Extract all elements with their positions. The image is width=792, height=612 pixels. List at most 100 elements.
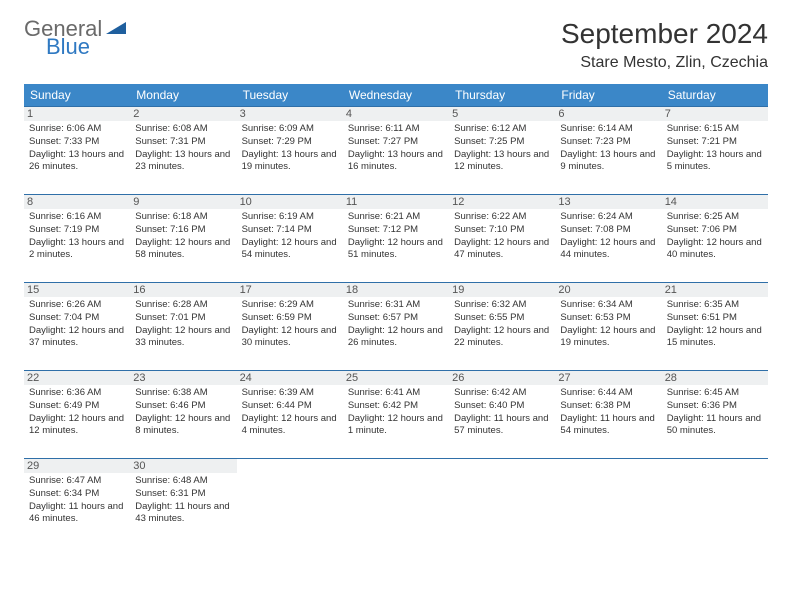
day-header: Wednesday bbox=[343, 84, 449, 107]
day-header: Thursday bbox=[449, 84, 555, 107]
day-number: 13 bbox=[555, 195, 661, 209]
calendar-cell: 18 Sunrise: 6:31 AMSunset: 6:57 PMDayligh… bbox=[343, 283, 449, 371]
day-details: Sunrise: 6:39 AMSunset: 6:44 PMDaylight:… bbox=[242, 387, 338, 438]
calendar-cell: 21 Sunrise: 6:35 AMSunset: 6:51 PMDayligh… bbox=[662, 283, 768, 371]
calendar-cell: 17 Sunrise: 6:29 AMSunset: 6:59 PMDayligh… bbox=[237, 283, 343, 371]
day-number: 10 bbox=[237, 195, 343, 209]
calendar-cell: 30 Sunrise: 6:48 AMSunset: 6:31 PMDayligh… bbox=[130, 459, 236, 547]
calendar-cell: 25 Sunrise: 6:41 AMSunset: 6:42 PMDayligh… bbox=[343, 371, 449, 459]
day-number: 11 bbox=[343, 195, 449, 209]
day-number: 19 bbox=[449, 283, 555, 297]
day-details: Sunrise: 6:28 AMSunset: 7:01 PMDaylight:… bbox=[135, 299, 231, 350]
day-details: Sunrise: 6:31 AMSunset: 6:57 PMDaylight:… bbox=[348, 299, 444, 350]
header: General Blue September 2024 Stare Mesto,… bbox=[24, 18, 768, 72]
calendar-cell: 29 Sunrise: 6:47 AMSunset: 6:34 PMDayligh… bbox=[24, 459, 130, 547]
calendar-cell: 7 Sunrise: 6:15 AMSunset: 7:21 PMDaylight… bbox=[662, 107, 768, 195]
calendar-cell bbox=[662, 459, 768, 547]
location: Stare Mesto, Zlin, Czechia bbox=[561, 54, 768, 72]
day-details: Sunrise: 6:18 AMSunset: 7:16 PMDaylight:… bbox=[135, 211, 231, 262]
day-number: 15 bbox=[24, 283, 130, 297]
calendar-cell: 28 Sunrise: 6:45 AMSunset: 6:36 PMDayligh… bbox=[662, 371, 768, 459]
day-details: Sunrise: 6:44 AMSunset: 6:38 PMDaylight:… bbox=[560, 387, 656, 438]
calendar-cell bbox=[449, 459, 555, 547]
day-details: Sunrise: 6:42 AMSunset: 6:40 PMDaylight:… bbox=[454, 387, 550, 438]
day-header: Saturday bbox=[662, 84, 768, 107]
day-number: 25 bbox=[343, 371, 449, 385]
day-number: 12 bbox=[449, 195, 555, 209]
day-details: Sunrise: 6:41 AMSunset: 6:42 PMDaylight:… bbox=[348, 387, 444, 438]
day-details: Sunrise: 6:47 AMSunset: 6:34 PMDaylight:… bbox=[29, 475, 125, 526]
day-details: Sunrise: 6:15 AMSunset: 7:21 PMDaylight:… bbox=[667, 123, 763, 174]
calendar-cell: 10Sunrise: 6:19 AMSunset: 7:14 PMDayligh… bbox=[237, 195, 343, 283]
page-title: September 2024 bbox=[561, 18, 768, 50]
day-details: Sunrise: 6:26 AMSunset: 7:04 PMDaylight:… bbox=[29, 299, 125, 350]
day-details: Sunrise: 6:22 AMSunset: 7:10 PMDaylight:… bbox=[454, 211, 550, 262]
calendar-cell: 3 Sunrise: 6:09 AMSunset: 7:29 PMDaylight… bbox=[237, 107, 343, 195]
day-number: 27 bbox=[555, 371, 661, 385]
day-details: Sunrise: 6:12 AMSunset: 7:25 PMDaylight:… bbox=[454, 123, 550, 174]
day-number: 26 bbox=[449, 371, 555, 385]
day-details: Sunrise: 6:29 AMSunset: 6:59 PMDaylight:… bbox=[242, 299, 338, 350]
day-details: Sunrise: 6:45 AMSunset: 6:36 PMDaylight:… bbox=[667, 387, 763, 438]
day-number: 28 bbox=[662, 371, 768, 385]
calendar-cell: 27 Sunrise: 6:44 AMSunset: 6:38 PMDayligh… bbox=[555, 371, 661, 459]
day-number: 21 bbox=[662, 283, 768, 297]
calendar-cell bbox=[343, 459, 449, 547]
calendar-cell: 4Sunrise: 6:11 AMSunset: 7:27 PMDaylight… bbox=[343, 107, 449, 195]
day-details: Sunrise: 6:24 AMSunset: 7:08 PMDaylight:… bbox=[560, 211, 656, 262]
day-number: 20 bbox=[555, 283, 661, 297]
day-details: Sunrise: 6:06 AMSunset: 7:33 PMDaylight:… bbox=[29, 123, 125, 174]
day-details: Sunrise: 6:32 AMSunset: 6:55 PMDaylight:… bbox=[454, 299, 550, 350]
day-number: 17 bbox=[237, 283, 343, 297]
calendar-cell: 16 Sunrise: 6:28 AMSunset: 7:01 PMDayligh… bbox=[130, 283, 236, 371]
day-details: Sunrise: 6:48 AMSunset: 6:31 PMDaylight:… bbox=[135, 475, 231, 526]
day-header: Monday bbox=[130, 84, 236, 107]
calendar-cell: 13 Sunrise: 6:24 AMSunset: 7:08 PMDayligh… bbox=[555, 195, 661, 283]
calendar-cell: 1 Sunrise: 6:06 AMSunset: 7:33 PMDaylight… bbox=[24, 107, 130, 195]
day-number: 2 bbox=[130, 107, 236, 121]
calendar-cell bbox=[555, 459, 661, 547]
day-number: 23 bbox=[130, 371, 236, 385]
day-details: Sunrise: 6:36 AMSunset: 6:49 PMDaylight:… bbox=[29, 387, 125, 438]
day-details: Sunrise: 6:38 AMSunset: 6:46 PMDaylight:… bbox=[135, 387, 231, 438]
day-details: Sunrise: 6:09 AMSunset: 7:29 PMDaylight:… bbox=[242, 123, 338, 174]
day-number: 9 bbox=[130, 195, 236, 209]
day-details: Sunrise: 6:08 AMSunset: 7:31 PMDaylight:… bbox=[135, 123, 231, 174]
day-number: 29 bbox=[24, 459, 130, 473]
day-details: Sunrise: 6:25 AMSunset: 7:06 PMDaylight:… bbox=[667, 211, 763, 262]
day-details: Sunrise: 6:21 AMSunset: 7:12 PMDaylight:… bbox=[348, 211, 444, 262]
calendar-cell: 2 Sunrise: 6:08 AMSunset: 7:31 PMDaylight… bbox=[130, 107, 236, 195]
day-number: 22 bbox=[24, 371, 130, 385]
calendar-cell: 20 Sunrise: 6:34 AMSunset: 6:53 PMDayligh… bbox=[555, 283, 661, 371]
day-details: Sunrise: 6:34 AMSunset: 6:53 PMDaylight:… bbox=[560, 299, 656, 350]
day-number: 30 bbox=[130, 459, 236, 473]
calendar-cell: 24 Sunrise: 6:39 AMSunset: 6:44 PMDayligh… bbox=[237, 371, 343, 459]
calendar-cell: 26 Sunrise: 6:42 AMSunset: 6:40 PMDayligh… bbox=[449, 371, 555, 459]
day-header: Tuesday bbox=[237, 84, 343, 107]
day-number: 8 bbox=[24, 195, 130, 209]
day-header: Sunday bbox=[24, 84, 130, 107]
day-details: Sunrise: 6:35 AMSunset: 6:51 PMDaylight:… bbox=[667, 299, 763, 350]
calendar-table: SundayMondayTuesdayWednesdayThursdayFrid… bbox=[24, 84, 768, 546]
calendar-cell bbox=[237, 459, 343, 547]
day-number: 6 bbox=[555, 107, 661, 121]
calendar-cell: 14Sunrise: 6:25 AMSunset: 7:06 PMDayligh… bbox=[662, 195, 768, 283]
day-header: Friday bbox=[555, 84, 661, 107]
day-number: 7 bbox=[662, 107, 768, 121]
calendar-cell: 22 Sunrise: 6:36 AMSunset: 6:49 PMDayligh… bbox=[24, 371, 130, 459]
calendar-cell: 19 Sunrise: 6:32 AMSunset: 6:55 PMDayligh… bbox=[449, 283, 555, 371]
day-number: 1 bbox=[24, 107, 130, 121]
calendar-cell: 6 Sunrise: 6:14 AMSunset: 7:23 PMDaylight… bbox=[555, 107, 661, 195]
logo: General Blue bbox=[24, 18, 128, 58]
day-details: Sunrise: 6:14 AMSunset: 7:23 PMDaylight:… bbox=[560, 123, 656, 174]
day-number: 16 bbox=[130, 283, 236, 297]
logo-word-2: Blue bbox=[46, 36, 128, 58]
calendar-cell: 5Sunrise: 6:12 AMSunset: 7:25 PMDaylight… bbox=[449, 107, 555, 195]
calendar-cell: 12 Sunrise: 6:22 AMSunset: 7:10 PMDayligh… bbox=[449, 195, 555, 283]
calendar-cell: 8Sunrise: 6:16 AMSunset: 7:19 PMDaylight… bbox=[24, 195, 130, 283]
day-number: 18 bbox=[343, 283, 449, 297]
calendar-cell: 23 Sunrise: 6:38 AMSunset: 6:46 PMDayligh… bbox=[130, 371, 236, 459]
calendar-cell: 9 Sunrise: 6:18 AMSunset: 7:16 PMDaylight… bbox=[130, 195, 236, 283]
day-number: 24 bbox=[237, 371, 343, 385]
day-number: 3 bbox=[237, 107, 343, 121]
